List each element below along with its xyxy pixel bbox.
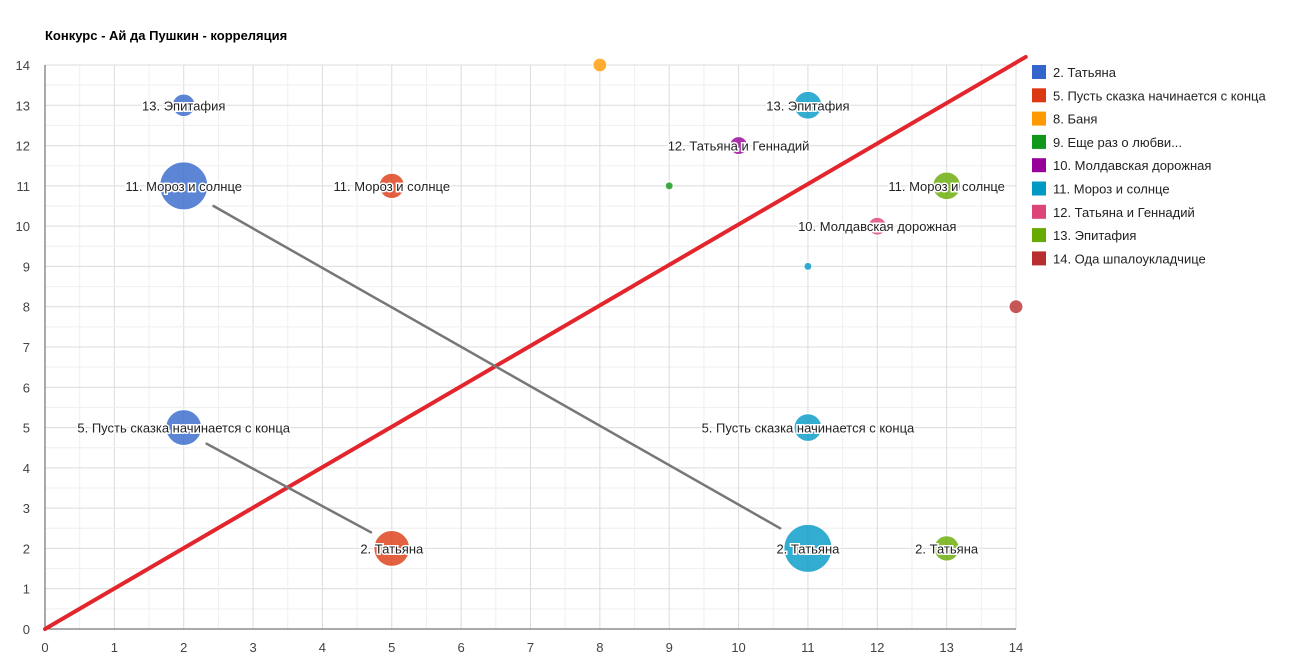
bubble-label: 5. Пусть сказка начинается с конца bbox=[702, 421, 915, 436]
legend-swatch bbox=[1032, 228, 1046, 243]
bubble-label: 2. Татьяна bbox=[360, 541, 424, 556]
legend-entry: 14. Ода шпалоукладчице bbox=[1053, 251, 1206, 266]
bubble-point bbox=[592, 57, 608, 73]
bubble-labels: 13. Эпитафия 11. Мороз и солнце 5. Пусть с… bbox=[76, 97, 1007, 558]
bubbles bbox=[159, 57, 1024, 573]
legend-swatch bbox=[1032, 158, 1046, 173]
bubble-label: 11. Мороз и солнце bbox=[888, 179, 1005, 194]
bubble-point bbox=[1008, 299, 1024, 315]
y-tick-label: 4 bbox=[23, 461, 30, 476]
x-tick-label: 8 bbox=[596, 640, 603, 655]
bubble-point bbox=[373, 530, 411, 567]
x-tick-label: 1 bbox=[111, 640, 118, 655]
y-tick-label: 7 bbox=[23, 340, 30, 355]
bubble-point bbox=[378, 172, 405, 200]
x-tick-label: 14 bbox=[1009, 640, 1023, 655]
y-tick-label: 9 bbox=[23, 259, 30, 274]
x-tick-label: 2 bbox=[180, 640, 187, 655]
y-tick-label: 13 bbox=[16, 98, 30, 113]
y-tick-label: 1 bbox=[23, 582, 30, 597]
legend-entry: 10. Молдавская дорожная bbox=[1053, 158, 1211, 173]
legend-entry: 8. Баня bbox=[1053, 112, 1097, 127]
bubble-point bbox=[171, 93, 196, 118]
bubble-label: 13. Эпитафия bbox=[766, 98, 849, 113]
bubble-point bbox=[729, 136, 749, 156]
y-tick-label: 2 bbox=[23, 541, 30, 556]
y-tick-label: 11 bbox=[17, 179, 31, 194]
bubble-point bbox=[793, 90, 823, 120]
annotation-lines bbox=[43, 54, 1028, 631]
x-tick-label: 3 bbox=[249, 640, 256, 655]
annotation-line-diagonal bbox=[43, 54, 1028, 631]
legend-swatch bbox=[1032, 65, 1046, 79]
y-tick-label: 12 bbox=[16, 139, 30, 154]
x-tick-label: 0 bbox=[41, 640, 48, 655]
x-tick-label: 12 bbox=[870, 640, 884, 655]
y-tick-label: 3 bbox=[23, 501, 30, 516]
bubble-point bbox=[783, 523, 833, 573]
legend-entry: 9. Еще раз о любви... bbox=[1053, 135, 1182, 150]
y-tick-label: 14 bbox=[16, 58, 30, 73]
bubble-label: 2. Татьяна bbox=[915, 541, 979, 556]
legend-swatch bbox=[1032, 251, 1046, 266]
bubble-label: 11. Мороз и солнце bbox=[333, 179, 450, 194]
x-tick-label: 5 bbox=[388, 640, 395, 655]
y-tick-label: 5 bbox=[23, 421, 30, 436]
bubble-label: 10. Молдавская дорожная bbox=[798, 219, 956, 234]
bubble-label: 12. Татьяна и Геннадий bbox=[668, 139, 810, 154]
bubble-point bbox=[793, 413, 823, 442]
x-tick-label: 7 bbox=[527, 640, 534, 655]
bubble-point bbox=[803, 261, 813, 271]
x-tick-label: 6 bbox=[458, 640, 465, 655]
bubble-label: 11. Мороз и солнце bbox=[125, 179, 242, 194]
bubble-label: 13. Эпитафия bbox=[142, 98, 225, 113]
annotation-line-connector-1 bbox=[212, 204, 782, 530]
x-tick-label: 9 bbox=[666, 640, 673, 655]
y-tick-label: 10 bbox=[16, 219, 30, 234]
legend-entry: 11. Мороз и солнце bbox=[1053, 182, 1170, 197]
bubble-point bbox=[165, 409, 203, 446]
bubble-point bbox=[932, 171, 961, 201]
legend-swatch bbox=[1032, 88, 1046, 103]
x-tick-label: 10 bbox=[731, 640, 745, 655]
x-tick-label: 4 bbox=[319, 640, 326, 655]
legend-entry: 13. Эпитафия bbox=[1053, 228, 1136, 243]
legend-entry: 2. Татьяна bbox=[1053, 65, 1117, 80]
legend-swatch bbox=[1032, 134, 1046, 149]
bubble-point bbox=[933, 535, 960, 562]
bubble-label: 5. Пусть сказка начинается с конца bbox=[77, 421, 290, 436]
bubble-label: 2. Татьяна bbox=[776, 541, 840, 556]
y-tick-label: 6 bbox=[23, 380, 30, 395]
bubble-point bbox=[159, 161, 209, 211]
y-tick-label: 8 bbox=[23, 300, 30, 315]
legend: 2. Татьяна 5. Пусть сказка начинается с к… bbox=[1032, 65, 1266, 266]
x-tick-label: 11 bbox=[801, 640, 815, 655]
chart-title: Конкурс - Ай да Пушкин - корреляция bbox=[45, 28, 287, 43]
legend-entry: 5. Пусть сказка начинается с конца bbox=[1053, 88, 1266, 103]
bubble-point bbox=[867, 216, 887, 236]
annotation-line-connector-2 bbox=[205, 442, 373, 534]
legend-swatch bbox=[1032, 181, 1046, 196]
x-tick-label: 13 bbox=[939, 640, 953, 655]
legend-swatch bbox=[1032, 111, 1046, 126]
legend-swatch bbox=[1032, 204, 1046, 219]
y-tick-label: 0 bbox=[23, 622, 30, 637]
legend-entry: 12. Татьяна и Геннадий bbox=[1053, 205, 1195, 220]
bubble-point bbox=[664, 181, 674, 191]
